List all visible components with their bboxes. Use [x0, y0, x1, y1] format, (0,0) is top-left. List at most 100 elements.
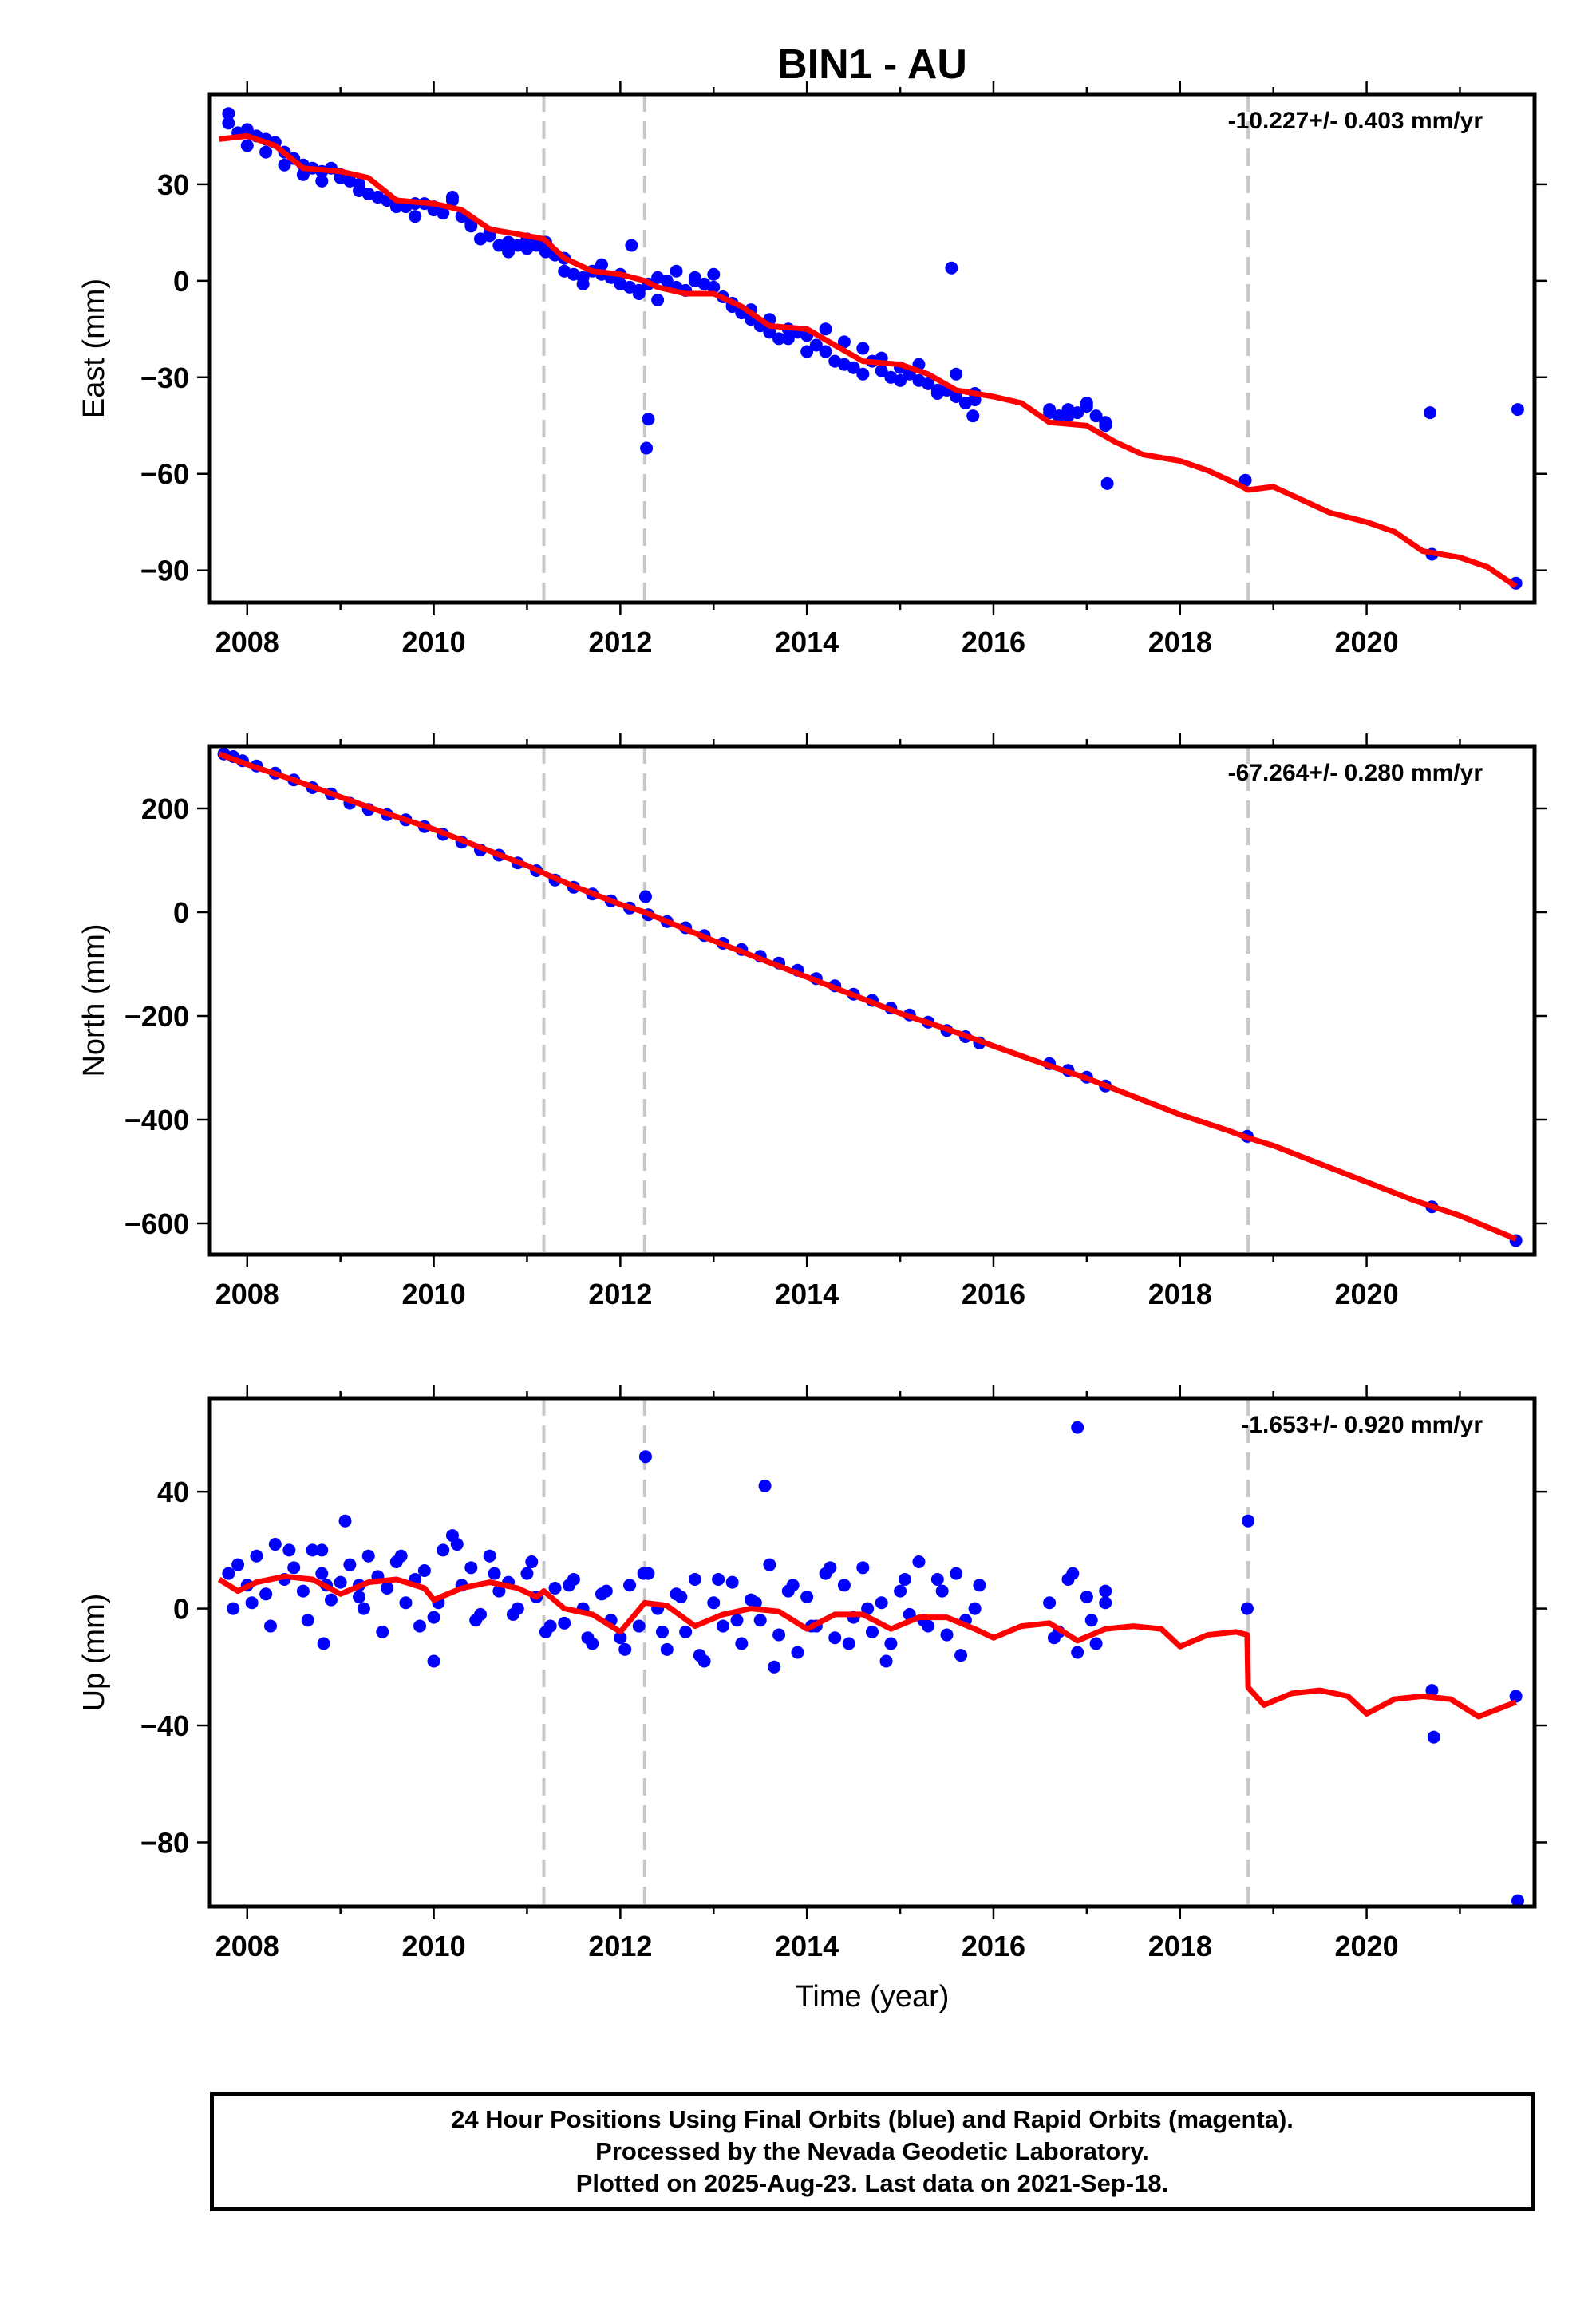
data-point: [250, 1549, 263, 1563]
data-point: [1238, 473, 1252, 487]
footer-box: 24 Hour Positions Using Final Orbits (bl…: [210, 2092, 1535, 2211]
panel-north: 2008 2010 2012 2014 2016 2018 2020 200 0 −200 −400…: [77, 733, 1547, 1310]
y-axis-label: East (mm): [77, 279, 111, 418]
data-point: [1071, 1421, 1084, 1434]
data-point: [417, 1563, 431, 1577]
data-point: [1099, 1584, 1112, 1598]
data-point: [525, 1555, 539, 1569]
data-point: [640, 441, 654, 455]
data-point: [968, 1602, 982, 1615]
x-tick-label: 2020: [1335, 626, 1399, 658]
data-point: [520, 1567, 534, 1580]
data-point: [828, 1631, 842, 1645]
x-tick-label: 2018: [1148, 626, 1212, 658]
x-tick-label: 2010: [402, 626, 466, 658]
y-tick-label: −60: [140, 458, 189, 491]
data-point: [324, 1593, 338, 1607]
data-point: [315, 1543, 329, 1557]
data-point: [674, 1590, 688, 1603]
data-point: [306, 1543, 319, 1557]
y-tick-label: 30: [157, 168, 189, 201]
data-point: [413, 1619, 427, 1633]
data-point: [427, 1611, 440, 1624]
data-point: [343, 1558, 357, 1571]
data-point: [227, 1602, 240, 1615]
data-point: [930, 383, 944, 397]
data-point: [1425, 1684, 1439, 1697]
data-point: [749, 1596, 762, 1610]
data-point: [950, 1567, 963, 1580]
data-point: [543, 1619, 557, 1633]
data-point: [599, 1584, 613, 1598]
data-point: [464, 1561, 478, 1575]
points-group: [222, 1421, 1524, 1907]
data-point: [581, 1631, 595, 1645]
x-tick-label: 2018: [1148, 1278, 1212, 1310]
data-point: [445, 191, 459, 204]
data-point: [614, 1631, 627, 1645]
footer-line-2: Processed by the Nevada Geodetic Laborat…: [595, 2137, 1149, 2165]
data-point: [772, 1628, 786, 1642]
data-point: [638, 1450, 652, 1464]
data-point: [563, 1579, 576, 1592]
data-point: [730, 1614, 744, 1627]
data-point: [637, 1567, 650, 1580]
panel-frame: [207, 92, 1537, 605]
panel-east: 2008 2010 2012 2014 2016 2018 2020 30 0 −30 −60 −90…: [77, 81, 1547, 658]
data-point: [222, 1567, 235, 1580]
data-point: [716, 1619, 729, 1633]
data-point: [856, 367, 870, 381]
data-point: [655, 1625, 669, 1638]
y-tick-label: 200: [141, 792, 189, 825]
data-point: [464, 219, 478, 233]
data-point: [317, 1637, 330, 1650]
x-tick-label: 2016: [962, 626, 1025, 658]
data-point: [1084, 1614, 1098, 1627]
y-tick-label: −30: [140, 362, 189, 394]
data-point: [334, 1575, 347, 1589]
data-point: [1043, 406, 1057, 420]
data-point: [954, 1649, 968, 1662]
x-tick-label: 2012: [588, 626, 652, 658]
data-point: [296, 1584, 310, 1598]
model-line: [217, 1573, 1517, 1720]
y-tick-label: −600: [124, 1207, 189, 1240]
rate-label: -10.227+/- 0.403 mm/yr: [1228, 108, 1483, 134]
data-point: [707, 280, 721, 294]
data-point: [725, 1575, 739, 1589]
data-point: [576, 277, 590, 290]
data-point: [632, 1619, 646, 1633]
data-point: [361, 1549, 375, 1563]
x-tick-label: 2010: [402, 1278, 466, 1310]
data-point: [735, 1637, 749, 1650]
data-point: [837, 335, 851, 349]
data-point: [950, 367, 963, 381]
data-point: [1066, 1567, 1080, 1580]
data-point: [502, 245, 516, 259]
data-point: [381, 1581, 394, 1595]
data-point: [1089, 1637, 1103, 1650]
y-tick-label: −200: [124, 1000, 189, 1033]
data-point: [837, 1579, 851, 1592]
data-point: [679, 1625, 693, 1638]
data-point: [282, 1543, 296, 1557]
data-point: [894, 373, 907, 387]
data-point: [800, 1590, 814, 1603]
data-point: [707, 267, 721, 281]
data-point: [301, 1614, 314, 1627]
data-point: [945, 261, 958, 275]
data-point: [222, 107, 235, 121]
data-point: [819, 345, 832, 358]
data-point: [824, 1561, 837, 1575]
x-tick-label: 2012: [588, 1930, 652, 1962]
footer-line-1: 24 Hour Positions Using Final Orbits (bl…: [451, 2105, 1294, 2133]
data-point: [296, 168, 310, 181]
x-tick-label: 2014: [775, 1278, 839, 1310]
data-point: [973, 1579, 986, 1592]
data-point: [409, 210, 422, 223]
data-point: [469, 1614, 483, 1627]
data-point: [930, 1572, 944, 1586]
x-axis-label: Time (year): [796, 1980, 950, 2014]
data-point: [1061, 409, 1075, 423]
